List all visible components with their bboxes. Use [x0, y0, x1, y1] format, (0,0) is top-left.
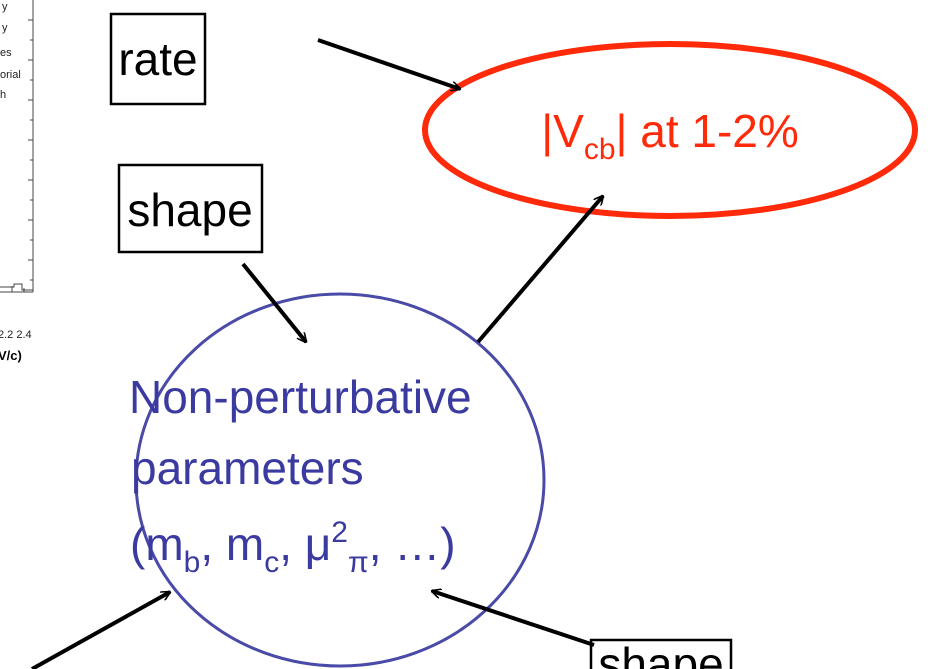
vcb-ellipse — [422, 41, 918, 219]
legend-text: es — [0, 47, 12, 59]
tick-labels: 2.2 2.4 — [0, 329, 32, 341]
legend-text: y — [2, 22, 8, 34]
subscript: b — [184, 546, 201, 579]
axis-label: V/c) — [0, 348, 22, 363]
rate-box — [109, 12, 207, 106]
text: Non-perturbative — [129, 371, 472, 423]
text: |V — [541, 105, 584, 157]
arrow — [31, 590, 170, 669]
arrow — [317, 38, 460, 89]
text: | at 1-2% — [616, 105, 799, 157]
text: parameters — [131, 442, 364, 494]
superscript: 2 — [331, 516, 348, 549]
legend-text: y — [2, 1, 8, 13]
text: , …) — [369, 518, 456, 570]
params-ellipse — [134, 292, 546, 668]
subscript: c — [264, 546, 279, 579]
text: (mb, mc, μ2π, …) — [130, 516, 456, 579]
plot-ticks — [11, 19, 33, 292]
arrows — [31, 38, 603, 669]
subscript: cb — [584, 133, 616, 166]
shape-label: shape — [127, 184, 252, 236]
subscript: π — [348, 546, 369, 579]
text: (m — [130, 518, 184, 570]
text: , μ — [279, 518, 331, 570]
rate-label: rate — [118, 33, 197, 85]
shape-box — [589, 638, 733, 669]
vcb-label: |Vcb| at 1-2% — [541, 105, 799, 166]
legend-text: h — [0, 89, 6, 101]
arrow — [241, 262, 306, 342]
arrow — [432, 591, 595, 647]
plot-fragment: y y es orial h 2.2 2.4 V/c) — [0, 0, 34, 363]
plot-curve — [0, 283, 33, 291]
arrow — [476, 196, 603, 344]
shape-box — [117, 163, 264, 254]
params-label: Non-perturbative parameters (mb, mc, μ2π… — [129, 371, 472, 579]
text: , m — [200, 518, 264, 570]
legend-text: orial — [0, 69, 21, 81]
shape-label: shape — [598, 638, 723, 669]
